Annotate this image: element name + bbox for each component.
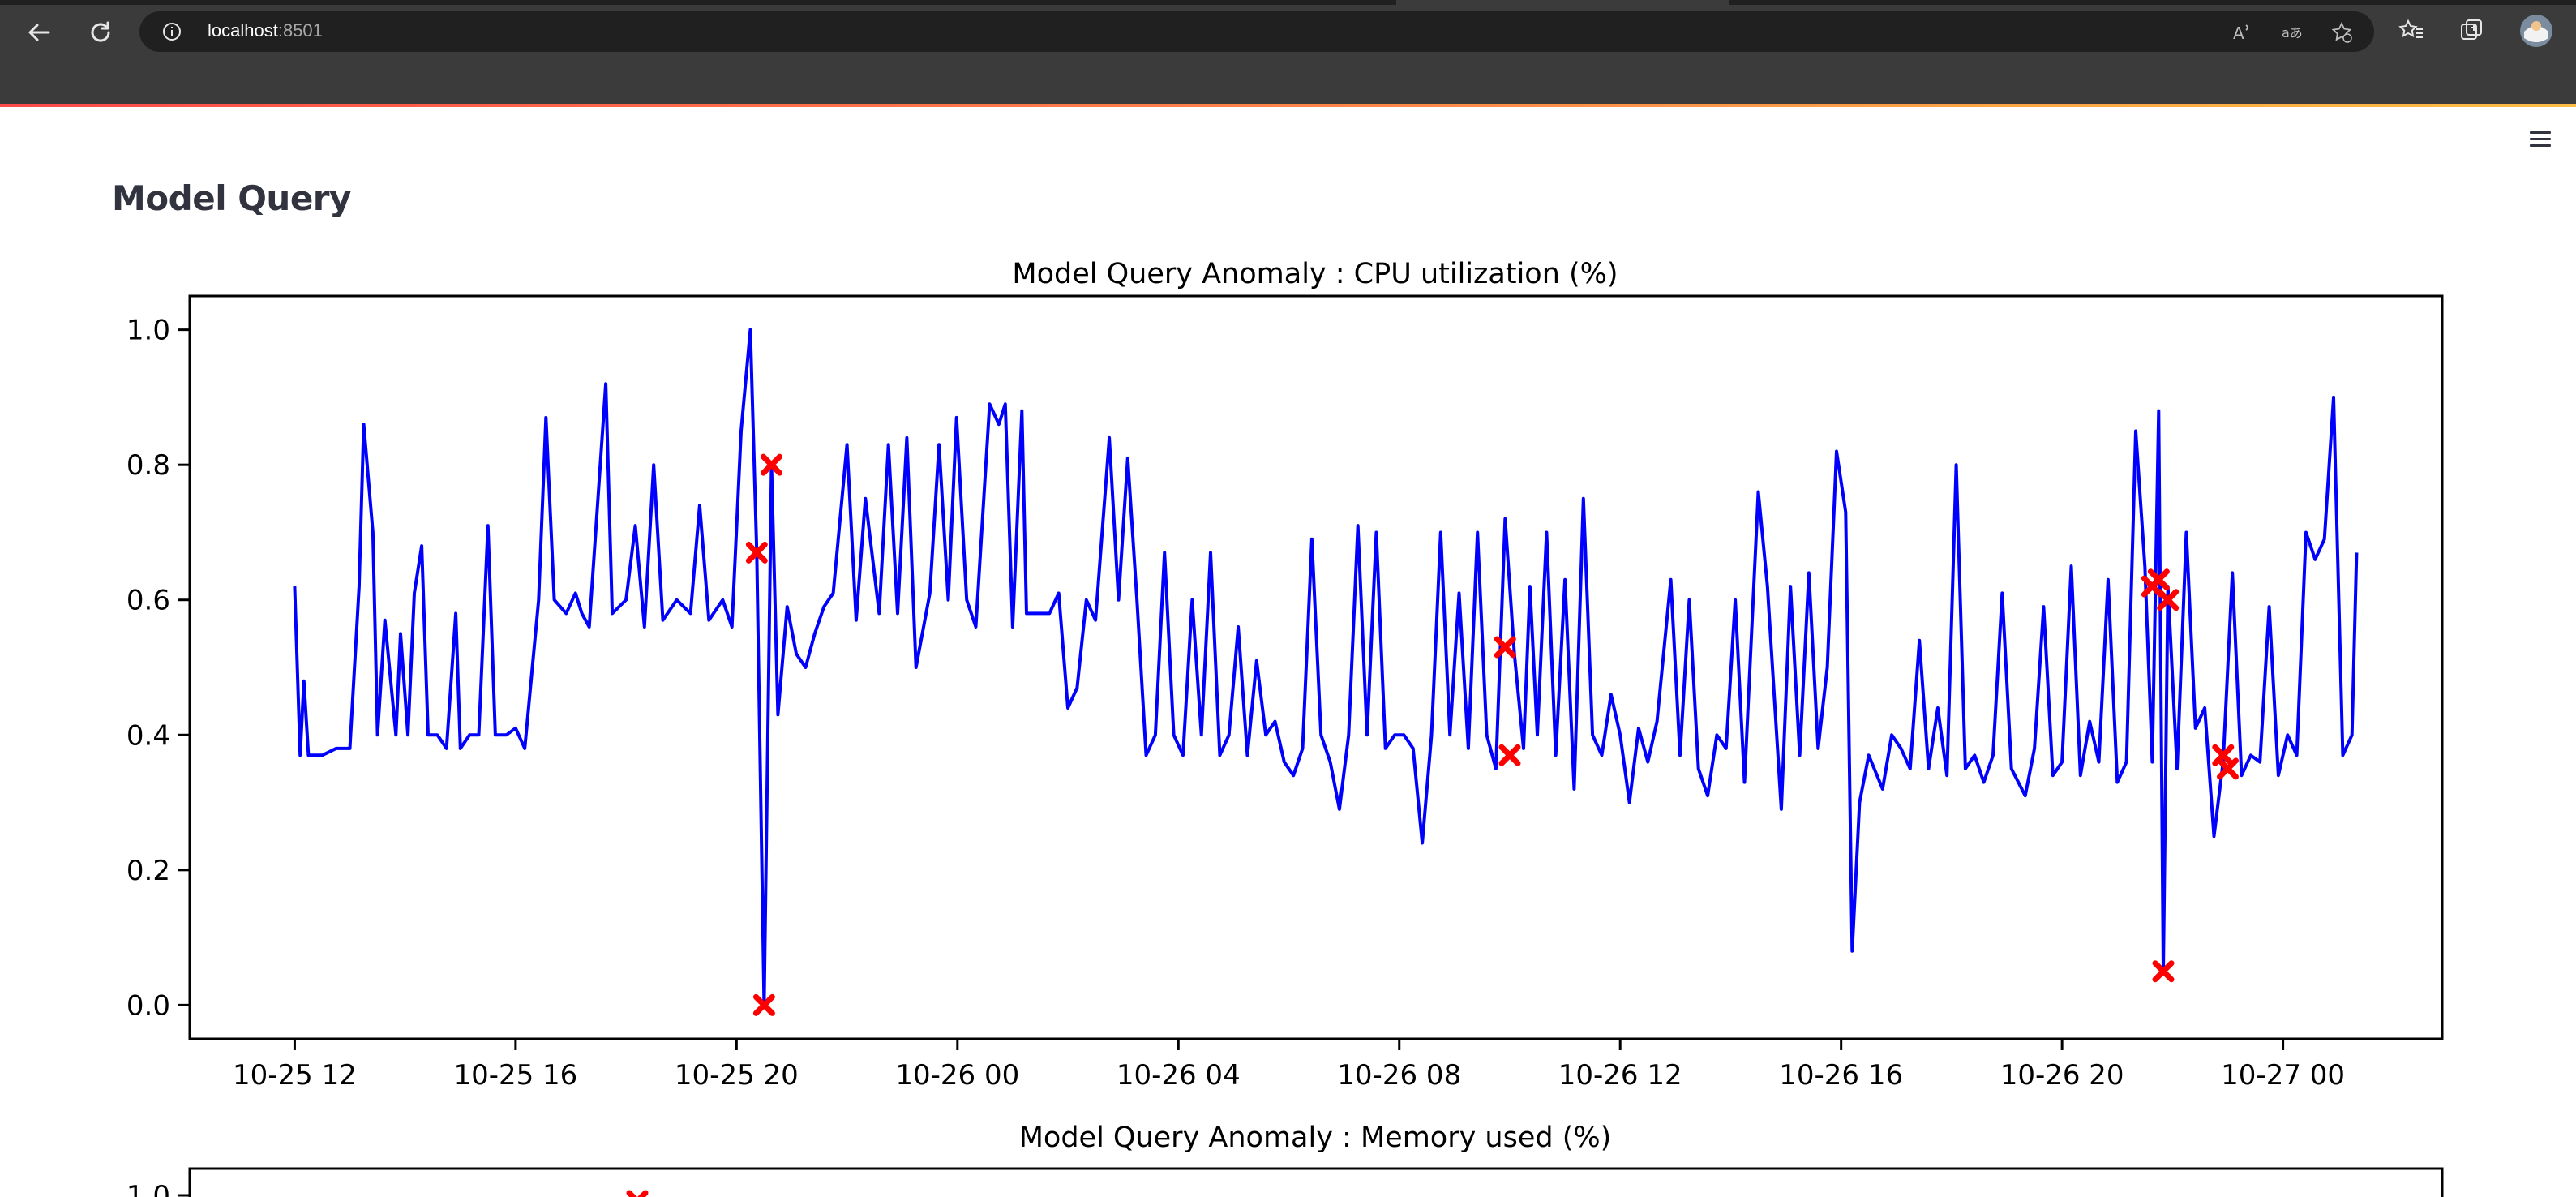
add-favorite-icon[interactable] (2330, 21, 2353, 44)
y-tick-label: 0.2 (126, 855, 170, 887)
hamburger-menu-icon[interactable] (2527, 128, 2556, 152)
y-tick-label: 0.0 (126, 989, 170, 1022)
anomaly-marker (2152, 960, 2175, 983)
memory-used-chart: Model Query Anomaly : Memory used (%) 1.… (126, 1122, 2444, 1197)
page-title: Model Query (112, 178, 351, 218)
browser-tab[interactable] (1396, 0, 1729, 5)
url-host: localhost (208, 20, 278, 41)
x-tick-label: 10-26 08 (1337, 1059, 1461, 1092)
browser-toolbar: localhost:8501 A aあ (0, 0, 2576, 62)
x-tick-label: 10-25 16 (453, 1059, 577, 1092)
y-tick-label: 1.0 (126, 315, 170, 347)
y-tick-label: 0.4 (126, 719, 170, 752)
plot-area (188, 1167, 2444, 1197)
url-text[interactable]: localhost:8501 (208, 20, 323, 41)
app-decoration-bar (0, 104, 2576, 107)
x-tick-label: 10-26 04 (1117, 1059, 1241, 1092)
y-tick-label: 1.0 (126, 1180, 170, 1197)
anomaly-marker (2216, 757, 2239, 780)
cpu-utilization-chart: Model Query Anomaly : CPU utilization (%… (126, 258, 2444, 1092)
anomaly-marker (626, 1190, 649, 1197)
anomaly-marker (760, 453, 782, 476)
translate-icon[interactable]: aあ (2282, 21, 2304, 44)
plot-area (188, 294, 2444, 1040)
collections-icon[interactable] (2457, 16, 2486, 45)
x-tick-label: 10-26 20 (2000, 1059, 2124, 1092)
x-tick-label: 10-25 20 (675, 1059, 799, 1092)
anomaly-marker (1498, 744, 1521, 766)
x-tick-label: 10-26 12 (1558, 1059, 1682, 1092)
x-tick-label: 10-26 16 (1779, 1059, 1903, 1092)
url-port: :8501 (277, 20, 323, 41)
refresh-icon[interactable] (83, 15, 118, 50)
read-aloud-icon[interactable]: A (2231, 21, 2254, 44)
back-arrow-icon[interactable] (21, 15, 57, 50)
x-tick-label: 10-25 12 (233, 1059, 357, 1092)
cpu-series-line (293, 328, 2359, 1007)
anomaly-marker (1494, 636, 1516, 659)
address-bar[interactable]: localhost:8501 A aあ (139, 11, 2374, 52)
tab-strip (0, 0, 2576, 5)
anomaly-marker (2147, 568, 2170, 591)
y-tick-label: 0.6 (126, 585, 170, 617)
anomaly-marker (745, 541, 768, 564)
x-tick-label: 10-26 00 (895, 1059, 1019, 1092)
favorites-icon[interactable] (2397, 16, 2426, 45)
chart-title: Model Query Anomaly : Memory used (%) (1019, 1122, 1612, 1154)
chart-title: Model Query Anomaly : CPU utilization (%… (1012, 258, 1618, 290)
anomaly-marker (2157, 589, 2180, 611)
browser-toolbar-extension (0, 62, 2576, 104)
profile-avatar[interactable] (2518, 13, 2554, 49)
anomaly-marker (752, 993, 775, 1016)
x-tick-label: 10-27 00 (2221, 1059, 2345, 1092)
y-tick-label: 0.8 (126, 449, 170, 482)
info-icon[interactable] (162, 22, 182, 41)
svg-text:A: A (2233, 24, 2244, 43)
svg-text:aあ: aあ (2282, 25, 2303, 41)
